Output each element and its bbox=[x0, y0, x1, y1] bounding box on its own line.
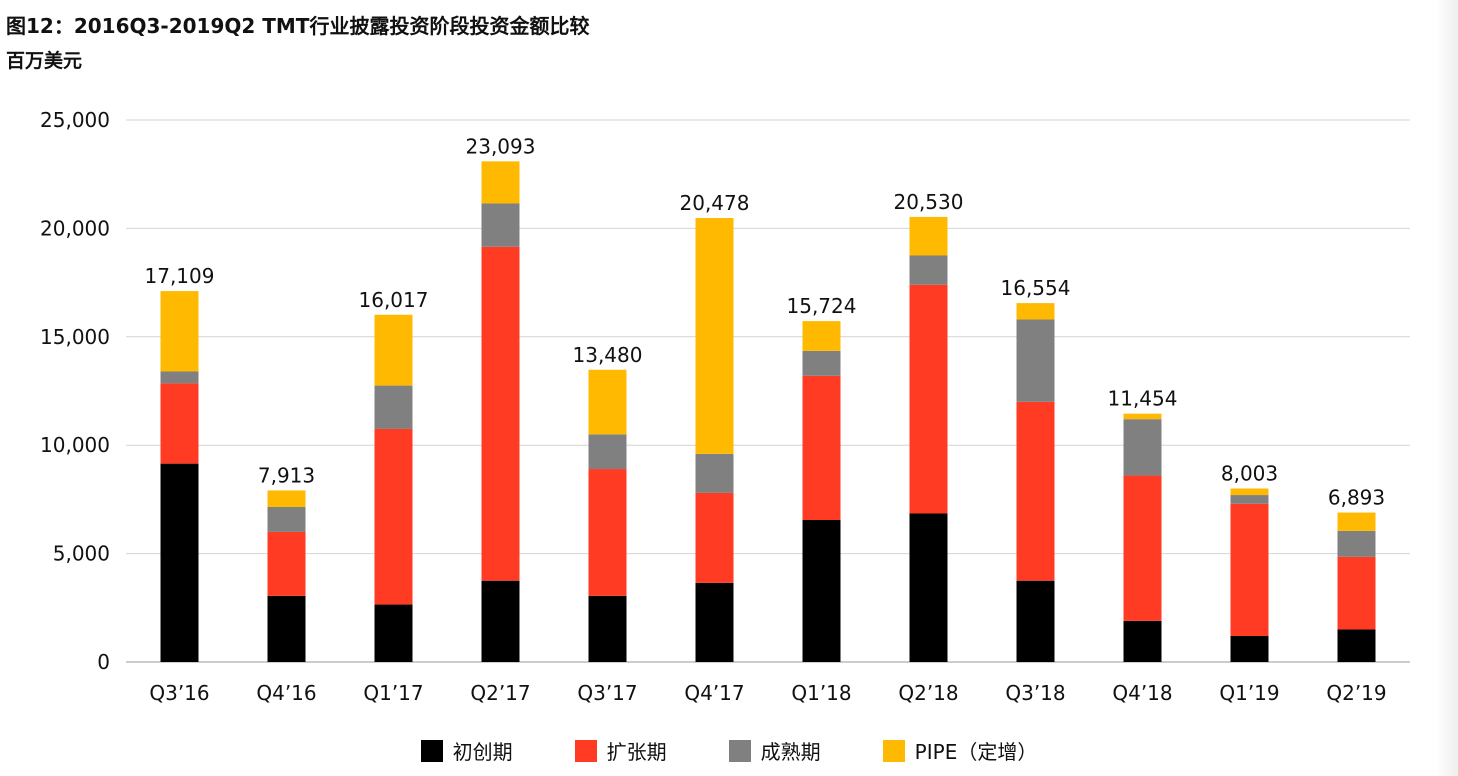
bar-total-label: 16,554 bbox=[1001, 276, 1071, 300]
legend-swatch-mature bbox=[728, 739, 751, 762]
legend-swatch-pipe bbox=[882, 739, 905, 762]
y-tick-label: 20,000 bbox=[40, 216, 110, 240]
bar-segment bbox=[374, 385, 413, 429]
bar-total-label: 8,003 bbox=[1221, 461, 1278, 485]
y-tick-label: 25,000 bbox=[40, 108, 110, 132]
x-tick-label: Q3’18 bbox=[1005, 681, 1065, 705]
bar-total-label: 20,530 bbox=[894, 190, 964, 214]
bar-total-label: 11,454 bbox=[1108, 387, 1178, 411]
bar-segment bbox=[1016, 580, 1055, 662]
x-tick-label: Q4’16 bbox=[256, 681, 316, 705]
legend-item-expansion: 扩张期 bbox=[574, 736, 667, 765]
legend-swatch-expansion bbox=[574, 739, 597, 762]
x-tick-label: Q1’17 bbox=[363, 681, 423, 705]
bar-segment bbox=[481, 161, 520, 204]
bar-segment bbox=[802, 350, 841, 376]
bar-segment bbox=[909, 255, 948, 285]
x-tick-label: Q4’18 bbox=[1112, 681, 1172, 705]
bar-total-label: 20,478 bbox=[680, 191, 750, 215]
x-tick-label: Q3’16 bbox=[149, 681, 209, 705]
bar-segment bbox=[481, 246, 520, 581]
bar-segment bbox=[1337, 629, 1376, 662]
legend-label-startup: 初创期 bbox=[452, 740, 513, 764]
bar-segment bbox=[267, 531, 306, 596]
bar-segment bbox=[481, 580, 520, 662]
bar-segment bbox=[695, 453, 734, 493]
legend-label-pipe: PIPE（定增） bbox=[914, 740, 1038, 764]
bar-segment bbox=[160, 291, 199, 372]
bar-segment bbox=[802, 321, 841, 351]
bar-segment bbox=[481, 203, 520, 247]
stacked-bar-chart: 0 5,000 10,000 15,000 20,000 25,000 17,109 Q3’1… bbox=[40, 108, 1410, 705]
legend-item-mature: 成熟期 bbox=[728, 736, 821, 765]
bar-segment bbox=[1123, 419, 1162, 476]
legend-label-expansion: 扩张期 bbox=[606, 740, 667, 764]
bar-segment bbox=[374, 604, 413, 662]
bar-segment bbox=[1230, 635, 1269, 662]
x-tick-label: Q2’17 bbox=[470, 681, 530, 705]
bar-segment bbox=[374, 428, 413, 605]
bar-segment bbox=[267, 595, 306, 662]
bar-segment bbox=[588, 434, 627, 470]
bar-segment bbox=[160, 371, 199, 384]
y-tick-label: 15,000 bbox=[40, 325, 110, 349]
bar-total-label: 13,480 bbox=[573, 343, 643, 367]
y-tick-label: 10,000 bbox=[40, 433, 110, 457]
bar-segment bbox=[1016, 303, 1055, 320]
bar-segment bbox=[1123, 475, 1162, 621]
bar-segment bbox=[695, 218, 734, 454]
chart-legend: 初创期 扩张期 成熟期 PIPE（定增） bbox=[0, 736, 1458, 765]
x-tick-label: Q2’18 bbox=[898, 681, 958, 705]
bar-segment bbox=[1230, 503, 1269, 636]
bar-segment bbox=[1123, 413, 1162, 420]
y-tick-label: 5,000 bbox=[53, 542, 110, 566]
legend-item-pipe: PIPE（定增） bbox=[882, 736, 1038, 765]
bar-segment bbox=[909, 513, 948, 662]
bar-total-label: 15,724 bbox=[787, 294, 857, 318]
bar-segment bbox=[160, 463, 199, 662]
bar-segment bbox=[1016, 319, 1055, 402]
bar-segment bbox=[588, 369, 627, 435]
x-tick-label: Q2’19 bbox=[1326, 681, 1386, 705]
page-edge-shade bbox=[1436, 0, 1458, 776]
bar-total-label: 6,893 bbox=[1328, 486, 1385, 510]
x-tick-label: Q3’17 bbox=[577, 681, 637, 705]
chart-title: 图12：2016Q3-2019Q2 TMT行业披露投资阶段投资金额比较 bbox=[6, 14, 590, 38]
bar-segment bbox=[588, 469, 627, 596]
bar-segment bbox=[1123, 620, 1162, 662]
bar-segment bbox=[1230, 488, 1269, 496]
x-tick-label: Q1’19 bbox=[1219, 681, 1279, 705]
bar-segment bbox=[1230, 495, 1269, 504]
bar-segment bbox=[695, 492, 734, 583]
bar-total-label: 7,913 bbox=[258, 463, 315, 487]
bar-segment bbox=[1016, 401, 1055, 581]
legend-label-mature: 成熟期 bbox=[760, 740, 821, 764]
bar-segment bbox=[1337, 512, 1376, 531]
x-tick-label: Q4’17 bbox=[684, 681, 744, 705]
bar-segment bbox=[909, 216, 948, 256]
bar-segment bbox=[267, 506, 306, 532]
bar-segment bbox=[1337, 530, 1376, 557]
legend-item-startup: 初创期 bbox=[420, 736, 513, 765]
bar-total-label: 23,093 bbox=[466, 134, 536, 158]
bar-segment bbox=[1337, 556, 1376, 630]
bar-segment bbox=[802, 519, 841, 662]
bar-total-label: 17,109 bbox=[145, 264, 215, 288]
legend-swatch-startup bbox=[420, 739, 443, 762]
bar-segment bbox=[374, 314, 413, 386]
unit-label: 百万美元 bbox=[6, 50, 83, 72]
bar-segment bbox=[802, 375, 841, 520]
x-tick-label: Q1’18 bbox=[791, 681, 851, 705]
bar-segment bbox=[695, 582, 734, 662]
bar-segment bbox=[909, 284, 948, 514]
bar-segment bbox=[588, 595, 627, 662]
y-tick-label: 0 bbox=[97, 650, 110, 674]
bar-total-label: 16,017 bbox=[359, 288, 429, 312]
bar-segment bbox=[267, 490, 306, 507]
bar-segment bbox=[160, 383, 199, 464]
